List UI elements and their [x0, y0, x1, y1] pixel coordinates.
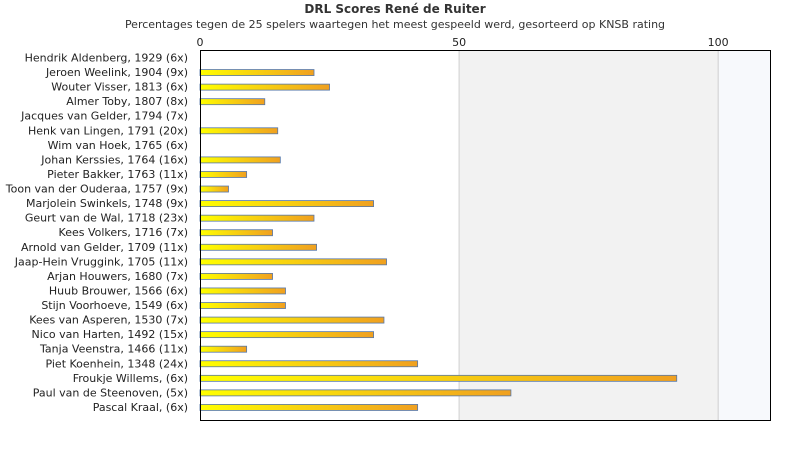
- category-label: Geurt van de Wal, 1718 (23x): [25, 212, 188, 225]
- category-label: Wouter Visser, 1813 (6x): [51, 81, 188, 94]
- bar: [199, 214, 315, 222]
- bar: [199, 200, 374, 208]
- bar: [199, 127, 279, 135]
- category-label: Toon van der Ouderaa, 1757 (9x): [5, 183, 188, 196]
- category-label: Huub Brouwer, 1566 (6x): [49, 284, 188, 297]
- x-tick-label: 50: [452, 36, 466, 49]
- category-label: Pascal Kraal, (6x): [93, 401, 188, 414]
- category-label: Henk van Lingen, 1791 (20x): [28, 124, 188, 137]
- x-tick-label: 100: [708, 36, 729, 49]
- bar: [199, 98, 266, 106]
- category-label: Stijn Voorhoeve, 1549 (6x): [41, 299, 188, 312]
- bar: [199, 171, 248, 178]
- bar: [199, 345, 248, 353]
- bar: [199, 360, 419, 368]
- category-label: Almer Toby, 1807 (8x): [66, 95, 188, 108]
- category-label: Nico van Harten, 1492 (15x): [32, 328, 188, 341]
- bar: [199, 331, 374, 339]
- category-label: Kees van Asperen, 1530 (7x): [29, 314, 188, 327]
- category-label: Jacques van Gelder, 1794 (7x): [20, 110, 188, 123]
- bar: [199, 185, 229, 193]
- category-label: Johan Kerssies, 1764 (16x): [40, 153, 188, 166]
- bar: [199, 316, 385, 324]
- category-label: Arnold van Gelder, 1709 (11x): [21, 241, 188, 254]
- category-label: Piet Koenhein, 1348 (24x): [45, 357, 188, 370]
- bar: [199, 302, 286, 309]
- category-label: Jeroen Weelink, 1904 (9x): [45, 66, 188, 79]
- bar: [199, 83, 330, 91]
- category-label: Tanja Veenstra, 1466 (11x): [39, 343, 188, 356]
- category-label: Paul van de Steenoven, (5x): [33, 386, 188, 399]
- bar: [199, 272, 273, 280]
- plot-frame: [200, 50, 771, 421]
- category-label: Pieter Bakker, 1763 (11x): [47, 168, 188, 181]
- plot-band: [718, 50, 770, 420]
- bar: [199, 69, 315, 76]
- x-tick-label: 0: [197, 36, 204, 49]
- bar: [199, 389, 512, 397]
- chart-subtitle: Percentages tegen de 25 spelers waartege…: [124, 18, 666, 31]
- category-label: Jaap-Hein Vruggink, 1705 (11x): [14, 255, 188, 268]
- plot-band: [459, 50, 719, 420]
- category-label: Wim van Hoek, 1765 (6x): [48, 139, 188, 152]
- bar: [199, 258, 387, 266]
- bar: [199, 374, 678, 382]
- bar: [199, 156, 281, 164]
- category-label: Froukje Willems, (6x): [73, 372, 188, 385]
- category-label: Marjolein Swinkels, 1748 (9x): [26, 197, 188, 210]
- chart-title: DRL Scores René de Ruiter: [304, 2, 486, 16]
- category-label: Kees Volkers, 1716 (7x): [59, 226, 188, 239]
- bar: [199, 243, 317, 251]
- bar: [199, 404, 419, 411]
- category-label: Hendrik Aldenberg, 1929 (6x): [25, 52, 188, 65]
- bar: [199, 287, 286, 295]
- bar: [199, 229, 273, 237]
- category-label: Arjan Houwers, 1680 (7x): [47, 270, 188, 283]
